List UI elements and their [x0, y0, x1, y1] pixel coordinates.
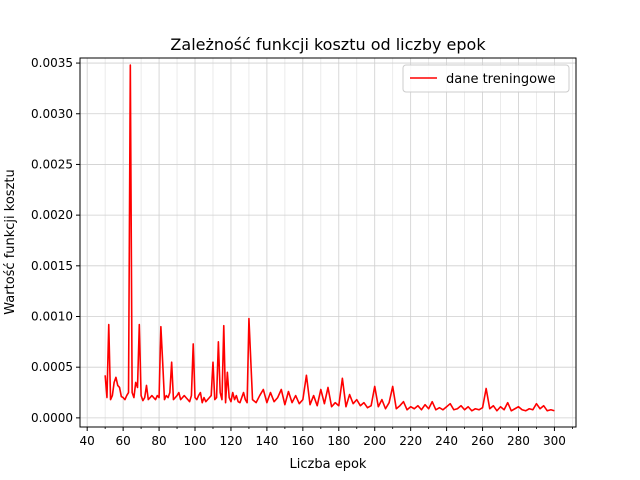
- x-tick-label: 200: [363, 434, 386, 448]
- y-axis: 0.0000 0.0005 0.0010 0.0015 0.0020 0.0025 0.00…: [31, 56, 80, 425]
- x-tick-label: 260: [471, 434, 494, 448]
- y-tick-label: 0.0010: [31, 310, 73, 324]
- y-tick-label: 0.0025: [31, 157, 73, 171]
- x-tick-label: 240: [435, 434, 458, 448]
- x-tick-label: 180: [327, 434, 350, 448]
- y-tick-label: 0.0030: [31, 107, 73, 121]
- x-tick-label: 100: [184, 434, 207, 448]
- chart-title: Zależność funkcji kosztu od liczby epok: [170, 35, 486, 54]
- y-tick-label: 0.0000: [31, 411, 73, 425]
- y-tick-label: 0.0020: [31, 208, 73, 222]
- y-tick-label: 0.0035: [31, 56, 73, 70]
- y-tick-label: 0.0005: [31, 360, 73, 374]
- x-tick-label: 220: [399, 434, 422, 448]
- x-axis: 40 60 80 100 120 140 160 180 200 220 240 260 280 300: [80, 427, 573, 448]
- legend: dane treningowe: [402, 64, 570, 93]
- plot-frame: [79, 57, 577, 428]
- x-tick-label: 160: [291, 434, 314, 448]
- x-tick-label: 40: [80, 434, 95, 448]
- grid: [80, 58, 576, 427]
- x-tick-label: 280: [507, 434, 530, 448]
- x-axis-label: Liczba epok: [290, 457, 367, 472]
- y-axis-label: Wartość funkcji kosztu: [3, 169, 18, 314]
- legend-entry-label: dane treningowe: [446, 72, 556, 87]
- x-tick-label: 300: [543, 434, 566, 448]
- series-layer: [104, 64, 555, 412]
- series-line: [104, 64, 555, 412]
- legend-box: [402, 64, 570, 93]
- x-tick-label: 120: [220, 434, 243, 448]
- y-tick-label: 0.0015: [31, 259, 73, 273]
- x-tick-label: 60: [115, 434, 130, 448]
- x-tick-label: 80: [151, 434, 166, 448]
- x-tick-label: 140: [255, 434, 278, 448]
